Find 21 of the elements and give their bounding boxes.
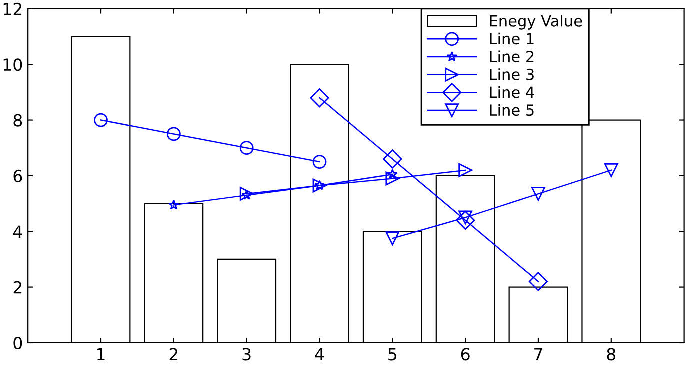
y-tick-label: 8 [14, 114, 22, 127]
x-tick-label: 2 [170, 348, 178, 361]
x-tick-label: 5 [388, 348, 397, 361]
y-tick-label: 6 [14, 170, 22, 183]
x-tick-label: 3 [242, 348, 251, 361]
y-tick-label: 4 [13, 226, 22, 238]
legend-label: Enegy Value [490, 15, 582, 30]
x-tick-label: 7 [534, 348, 542, 361]
y-tick-label: 10 [4, 58, 22, 72]
legend-label: Line 1 [490, 32, 534, 45]
x-tick-label: 1 [98, 348, 105, 361]
x-tick-label: 6 [461, 348, 470, 361]
legend-label: Line 4 [490, 86, 534, 98]
y-tick-label: 2 [14, 281, 22, 294]
x-tick-label: 8 [607, 348, 616, 361]
legend-label: Line 5 [490, 104, 534, 116]
legend-label: Line 2 [490, 50, 534, 63]
x-tick-label: 4 [315, 348, 324, 361]
y-tick-label: 0 [14, 336, 22, 350]
y-tick-label: 12 [4, 2, 22, 16]
legend-label: Line 3 [490, 68, 534, 80]
